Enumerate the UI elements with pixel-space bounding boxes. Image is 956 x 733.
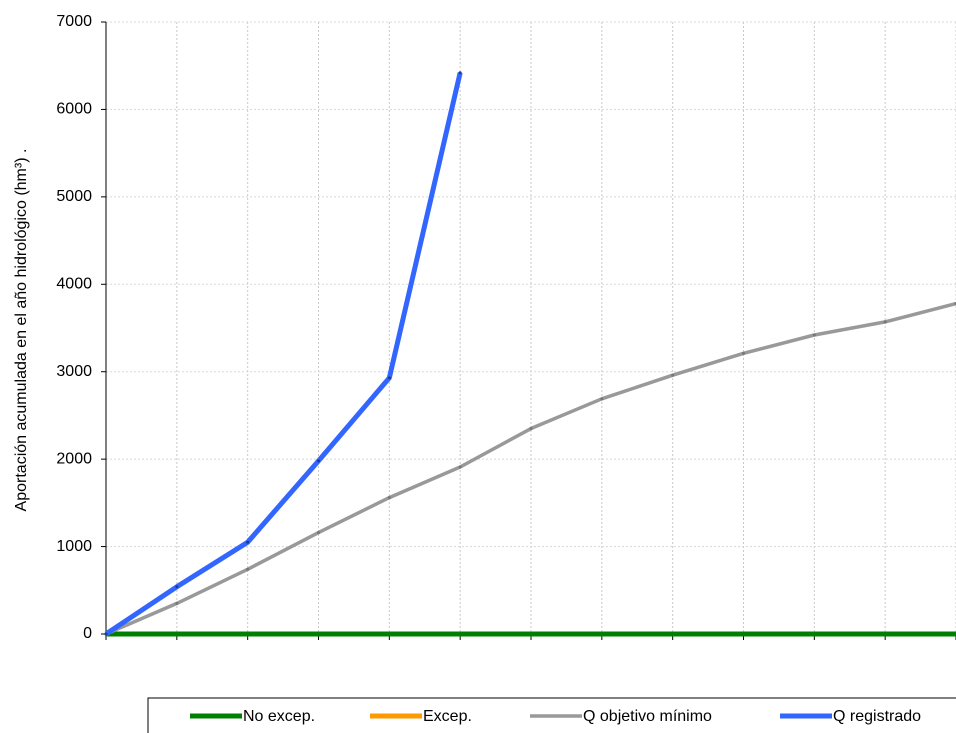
point-marker (671, 373, 675, 377)
legend-label: Excep. (423, 708, 472, 725)
point-marker (812, 333, 816, 337)
y-tick-label: 1000 (56, 538, 92, 555)
point-marker (600, 397, 604, 401)
legend-label: Q registrado (833, 708, 921, 725)
point-marker (458, 71, 462, 75)
y-tick-label: 6000 (56, 101, 92, 118)
point-marker (742, 351, 745, 355)
point-marker (387, 376, 391, 380)
point-marker (104, 632, 108, 636)
point-marker (529, 427, 533, 431)
point-marker (175, 601, 179, 605)
y-tick-label: 4000 (56, 276, 92, 293)
point-marker (458, 465, 462, 469)
point-marker (246, 567, 250, 571)
point-marker (317, 531, 320, 535)
legend-label: No excep. (243, 708, 315, 725)
point-marker (387, 496, 391, 500)
y-tick-label: 5000 (56, 188, 92, 205)
point-marker (317, 459, 320, 463)
y-axis-label: Aportación acumulada en el año hidrológi… (13, 149, 30, 512)
y-tick-label: 2000 (56, 450, 92, 467)
point-marker (883, 320, 887, 324)
y-tick-label: 3000 (56, 363, 92, 380)
y-tick-label: 0 (83, 625, 92, 642)
series-line (104, 72, 463, 637)
y-tick-label: 7000 (56, 13, 92, 30)
legend-label: Q objetivo mínimo (583, 708, 712, 725)
point-marker (246, 540, 250, 544)
series-line (105, 301, 956, 636)
point-marker (175, 585, 179, 589)
